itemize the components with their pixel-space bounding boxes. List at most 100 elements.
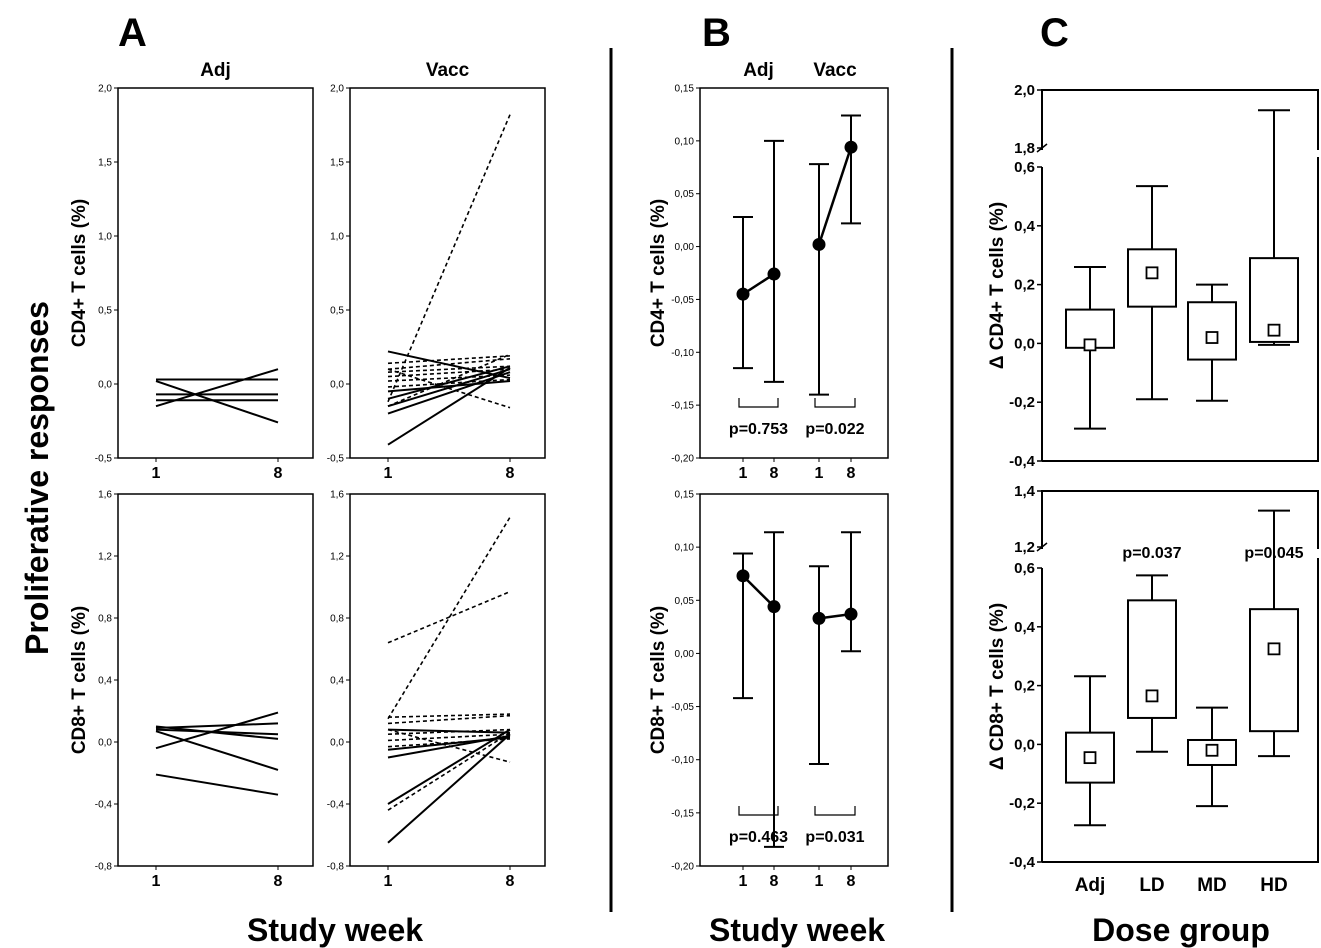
category-label: HD <box>1260 875 1287 896</box>
y-tick-label: -0,20 <box>671 454 694 465</box>
y-tick-label: 0,6 <box>1014 560 1035 577</box>
y-tick-label: 0,0 <box>1014 736 1035 753</box>
group-title: Adj <box>743 60 774 81</box>
p-value-label: p=0.753 <box>729 421 788 438</box>
y-tick-label: -0,2 <box>1009 795 1035 812</box>
y-axis-label: Δ CD4+ T cells (%) <box>987 202 1008 369</box>
y-tick-label: 0,8 <box>330 614 344 625</box>
significance-bracket <box>738 806 779 816</box>
series-line <box>387 371 511 415</box>
y-tick-label: 0,0 <box>330 380 344 391</box>
series-line <box>387 366 511 446</box>
mean-marker <box>1145 689 1159 703</box>
significance-bracket <box>814 398 856 408</box>
y-tick-label: 1,2 <box>1014 539 1035 556</box>
y-tick-label: 0,10 <box>675 136 695 147</box>
series-line <box>387 728 511 736</box>
y-tick-label: 0,0 <box>98 380 112 391</box>
y-tick-label: 0,05 <box>675 189 695 200</box>
y-tick-label: -0,2 <box>1009 394 1035 411</box>
y-tick-label: 1,4 <box>1014 483 1036 500</box>
mean-point <box>736 287 750 301</box>
panel-letter-a: A <box>118 11 147 55</box>
series-line <box>387 353 511 407</box>
x-tick-label: 1 <box>815 873 824 890</box>
lower-frame <box>1042 157 1319 462</box>
mean-point <box>767 600 781 614</box>
series-line <box>387 516 511 720</box>
x-label-c: Dose group <box>1092 912 1270 948</box>
series-line <box>387 350 511 380</box>
x-tick-label: 8 <box>506 465 515 482</box>
series-line <box>387 733 511 742</box>
series-line <box>387 713 511 718</box>
significance-bracket <box>814 806 856 816</box>
y-tick-label: -0,4 <box>1009 453 1036 470</box>
x-tick-label: 8 <box>847 465 856 482</box>
mean-line <box>817 146 853 245</box>
series-line <box>387 732 511 811</box>
y-axis-label: CD4+ T cells (%) <box>69 199 90 347</box>
y-tick-label: 0,4 <box>1014 619 1036 636</box>
mean-point <box>844 140 858 154</box>
series-line <box>387 380 511 393</box>
x-tick-label: 1 <box>739 465 748 482</box>
category-label: LD <box>1139 875 1164 896</box>
mean-marker <box>1267 642 1281 656</box>
y-tick-label: -0,5 <box>95 454 113 465</box>
box-iqr <box>1249 608 1299 733</box>
series-line <box>387 355 511 365</box>
y-tick-label: 0,4 <box>98 676 112 687</box>
y-tick-label: 0,05 <box>675 596 695 607</box>
y-tick-label: -0,20 <box>671 862 694 873</box>
y-tick-label: 1,5 <box>330 158 344 169</box>
y-tick-label: 0,00 <box>675 242 695 253</box>
y-tick-label: -0,05 <box>671 295 694 306</box>
y-tick-label: 0,10 <box>675 543 695 554</box>
y-tick-label: 2,0 <box>330 84 344 95</box>
y-tick-label: -0,4 <box>1009 854 1036 871</box>
series-line <box>155 711 279 750</box>
y-tick-label: -0,15 <box>671 808 694 819</box>
p-value-label: p=0.037 <box>1122 545 1181 562</box>
x-tick-label: 8 <box>847 873 856 890</box>
y-tick-label: -0,10 <box>671 348 694 359</box>
category-label: MD <box>1197 875 1227 896</box>
y-axis-label: CD8+ T cells (%) <box>648 606 669 754</box>
series-line <box>155 722 279 730</box>
y-tick-label: 0,4 <box>1014 218 1036 235</box>
y-axis-label: CD8+ T cells (%) <box>69 606 90 754</box>
series-line <box>387 368 511 378</box>
mean-marker <box>1145 266 1159 280</box>
x-tick-label: 1 <box>384 465 393 482</box>
x-tick-label: 8 <box>506 873 515 890</box>
x-tick-label: 1 <box>739 873 748 890</box>
break-cover <box>1315 550 1321 558</box>
y-super-label: Proliferative responses <box>19 301 55 655</box>
y-tick-label: -0,15 <box>671 401 694 412</box>
mean-marker <box>1205 331 1219 344</box>
x-tick-label: 8 <box>770 873 779 890</box>
y-tick-label: 1,6 <box>330 490 344 501</box>
y-tick-label: -0,5 <box>327 454 345 465</box>
mean-point <box>736 569 750 583</box>
y-tick-label: 2,0 <box>98 84 112 95</box>
category-label: Adj <box>1075 875 1106 896</box>
y-tick-label: 2,0 <box>1014 82 1035 99</box>
p-value-label: p=0.031 <box>805 829 864 846</box>
p-value-label: p=0.045 <box>1244 545 1303 562</box>
break-cover <box>1315 151 1321 157</box>
series-line <box>155 730 279 771</box>
y-tick-label: 1,8 <box>1014 140 1035 157</box>
mean-point <box>812 611 826 625</box>
y-tick-label: 0,0 <box>330 738 344 749</box>
mean-point <box>812 237 826 251</box>
series-line <box>387 114 511 403</box>
series-line <box>387 714 511 725</box>
y-tick-label: -0,8 <box>95 862 113 873</box>
series-line <box>155 725 279 740</box>
plot-frame <box>349 493 546 867</box>
mean-marker <box>1083 338 1097 352</box>
y-tick-label: -0,4 <box>327 800 345 811</box>
